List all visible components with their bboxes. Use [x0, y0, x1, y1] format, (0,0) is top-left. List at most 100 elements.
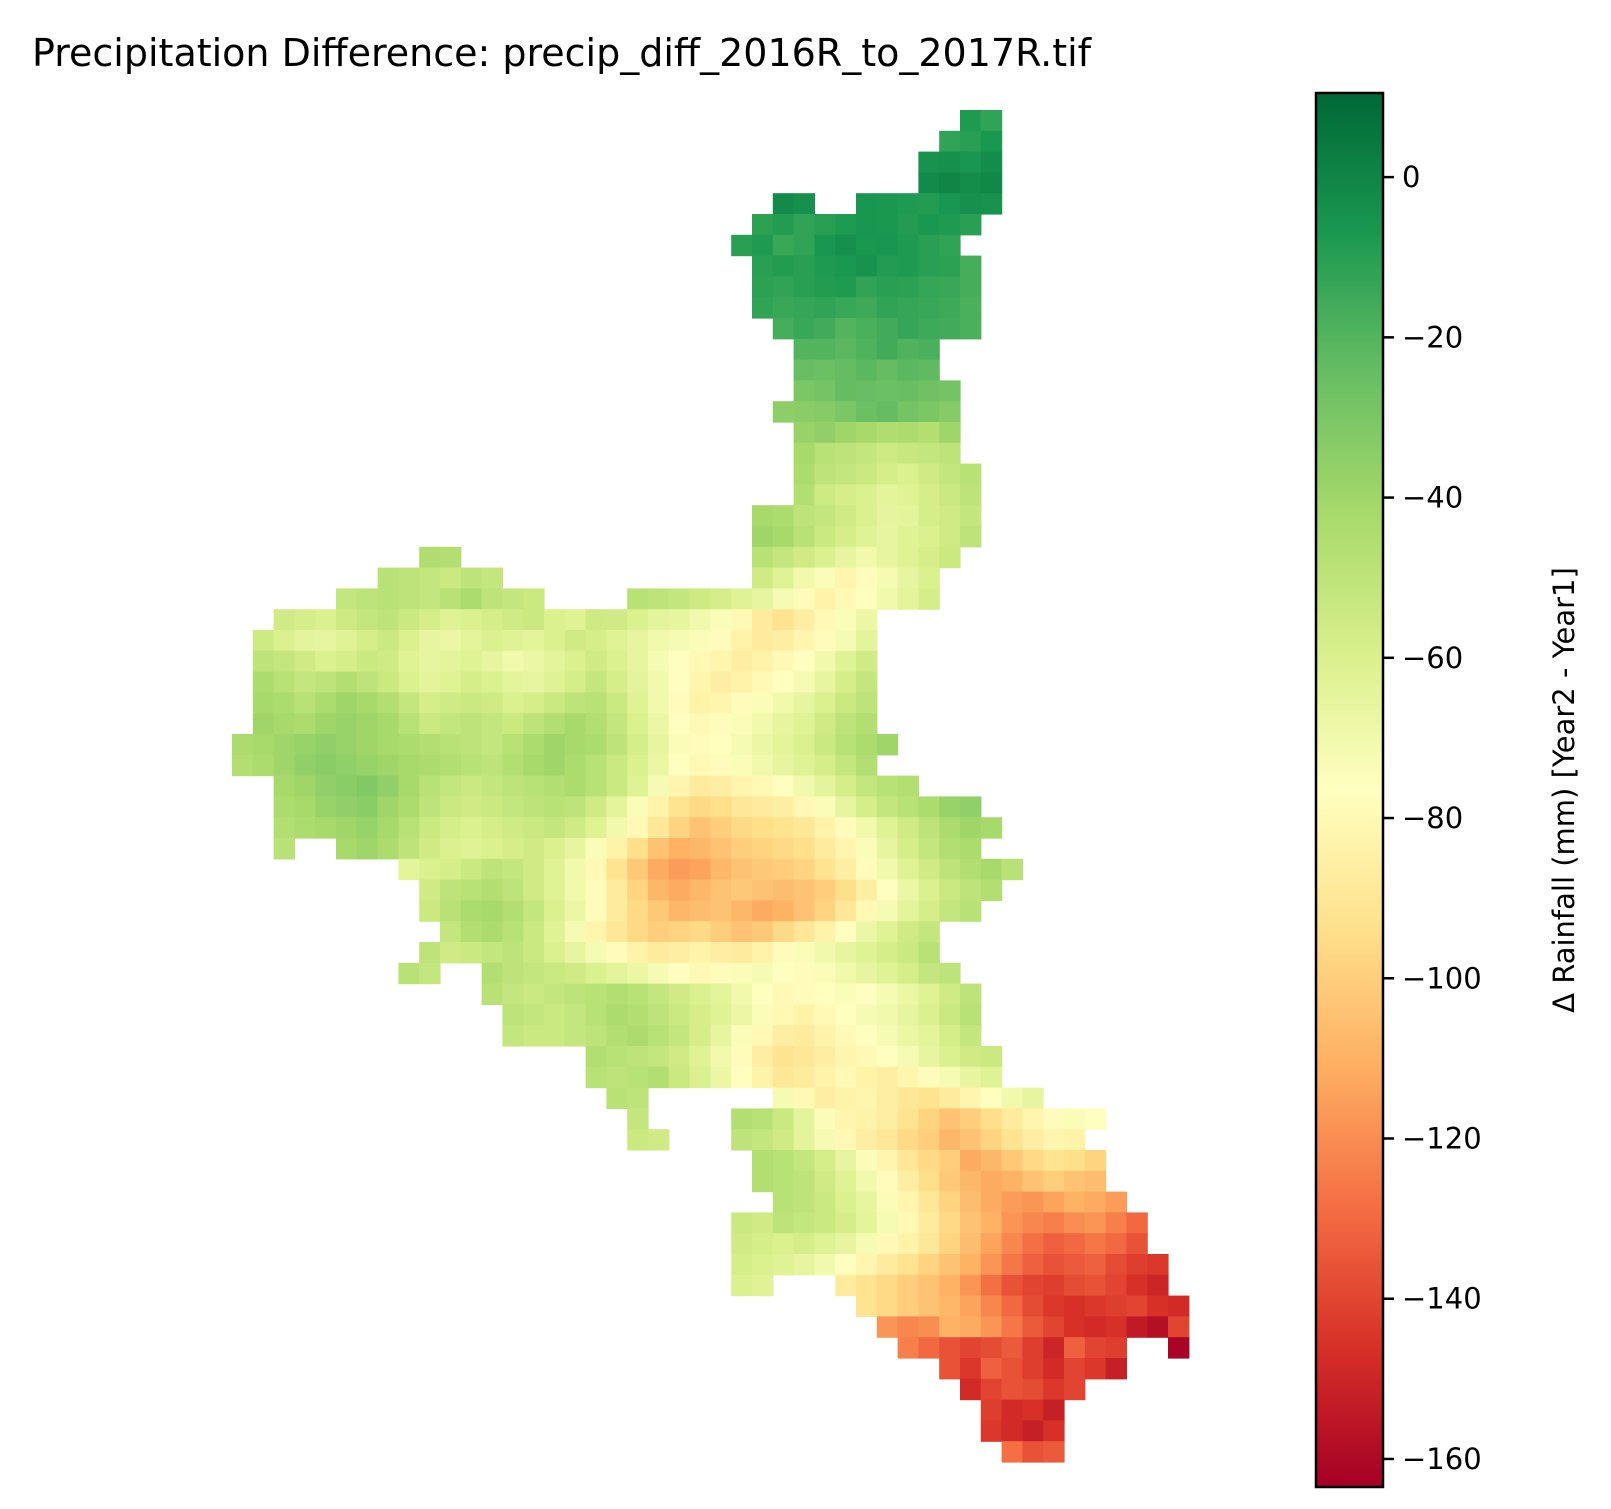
heatmap-cell	[356, 713, 379, 735]
heatmap-cell	[835, 588, 857, 610]
heatmap-cell	[627, 1108, 649, 1130]
heatmap-cell	[856, 983, 878, 1005]
heatmap-cell	[585, 879, 607, 901]
heatmap-cell	[897, 1191, 919, 1213]
heatmap-cell	[523, 692, 545, 714]
heatmap-cell	[336, 692, 358, 714]
heatmap-cell	[835, 1004, 857, 1026]
heatmap-cell	[897, 318, 919, 340]
heatmap-cell	[398, 692, 420, 714]
heatmap-cell	[897, 1066, 919, 1089]
heatmap-cell	[731, 713, 753, 735]
heatmap-cell	[752, 713, 774, 735]
heatmap-cell	[502, 817, 524, 839]
heatmap-cell	[918, 1233, 940, 1255]
heatmap-cell	[606, 879, 628, 901]
heatmap-cell	[315, 609, 337, 631]
heatmap-cell	[731, 650, 753, 673]
heatmap-cell	[814, 1087, 836, 1109]
heatmap-cell	[689, 671, 711, 693]
heatmap-cell	[939, 817, 961, 839]
heatmap-cell	[793, 1004, 815, 1026]
heatmap-cell	[564, 650, 587, 673]
heatmap-cell	[960, 1274, 982, 1297]
heatmap-cell	[772, 1233, 795, 1255]
heatmap-cell	[752, 692, 774, 714]
heatmap-cell	[772, 1046, 795, 1068]
heatmap-cell	[585, 1025, 607, 1047]
heatmap-cell	[897, 359, 919, 381]
heatmap-cell	[544, 609, 566, 631]
heatmap-cell	[1064, 1233, 1086, 1255]
heatmap-cell	[1022, 1150, 1044, 1172]
heatmap-cell	[814, 442, 836, 465]
heatmap-cell	[710, 734, 732, 756]
heatmap-cell	[315, 713, 337, 735]
heatmap-cell	[814, 817, 836, 839]
colorbar-label: Δ Rainfall (mm) [Year2 - Year1]	[1547, 567, 1581, 1013]
heatmap-cell	[876, 546, 899, 569]
heatmap-cell	[752, 1254, 774, 1276]
heatmap-cell	[356, 817, 379, 839]
heatmap-cell	[772, 838, 795, 860]
heatmap-cell	[918, 1337, 940, 1359]
heatmap-cell	[356, 588, 379, 610]
heatmap-cell	[939, 172, 961, 194]
heatmap-cell	[752, 214, 774, 236]
heatmap-cell	[585, 630, 607, 652]
heatmap-cell	[1001, 1295, 1023, 1317]
heatmap-cell	[856, 567, 878, 589]
heatmap-cell	[606, 962, 628, 985]
heatmap-cell	[648, 588, 670, 610]
heatmap-cell	[523, 921, 545, 943]
heatmap-cell	[793, 422, 815, 444]
heatmap-cell	[606, 1087, 628, 1109]
heatmap-cell	[710, 1025, 732, 1047]
heatmap-cell	[440, 942, 462, 964]
heatmap-cell	[294, 630, 316, 652]
heatmap-cell	[502, 1025, 524, 1047]
heatmap-cell	[752, 983, 774, 1005]
heatmap-cell	[876, 1087, 899, 1109]
heatmap-cell	[585, 962, 607, 985]
heatmap-cell	[897, 1087, 919, 1109]
heatmap-cell	[668, 817, 691, 839]
heatmap-cell	[668, 630, 691, 652]
heatmap-cell	[460, 900, 483, 922]
heatmap-cell	[710, 650, 732, 673]
heatmap-cell	[897, 838, 919, 860]
heatmap-cell	[793, 734, 815, 756]
heatmap-cell	[648, 713, 670, 735]
heatmap-cell	[523, 962, 545, 985]
heatmap-cell	[294, 734, 316, 756]
heatmap-cell	[336, 754, 358, 777]
heatmap-cell	[772, 858, 795, 881]
heatmap-cell	[772, 962, 795, 985]
heatmap-cell	[856, 1274, 878, 1297]
heatmap-cell	[460, 692, 483, 714]
heatmap-cell	[627, 796, 649, 818]
heatmap-cell	[960, 526, 982, 548]
heatmap-cell	[440, 754, 462, 777]
heatmap-cell	[689, 879, 711, 901]
heatmap-cell	[856, 1129, 878, 1151]
heatmap-cell	[398, 630, 420, 652]
heatmap-cell	[481, 567, 503, 589]
heatmap-cell	[481, 734, 503, 756]
heatmap-cell	[502, 734, 524, 756]
heatmap-cell	[835, 1066, 857, 1089]
heatmap-cell	[876, 817, 899, 839]
heatmap-cell	[419, 962, 441, 985]
heatmap-cell	[356, 754, 379, 777]
heatmap-cell	[1084, 1337, 1107, 1359]
heatmap-cell	[419, 775, 441, 797]
heatmap-cell	[689, 858, 711, 881]
heatmap-cell	[752, 1170, 774, 1193]
heatmap-cell	[980, 1066, 1003, 1089]
heatmap-cell	[960, 1191, 982, 1213]
heatmap-cell	[793, 1170, 815, 1193]
heatmap-cell	[460, 838, 483, 860]
heatmap-cell	[440, 900, 462, 922]
heatmap-cell	[648, 1066, 670, 1089]
heatmap-cell	[876, 1295, 899, 1317]
